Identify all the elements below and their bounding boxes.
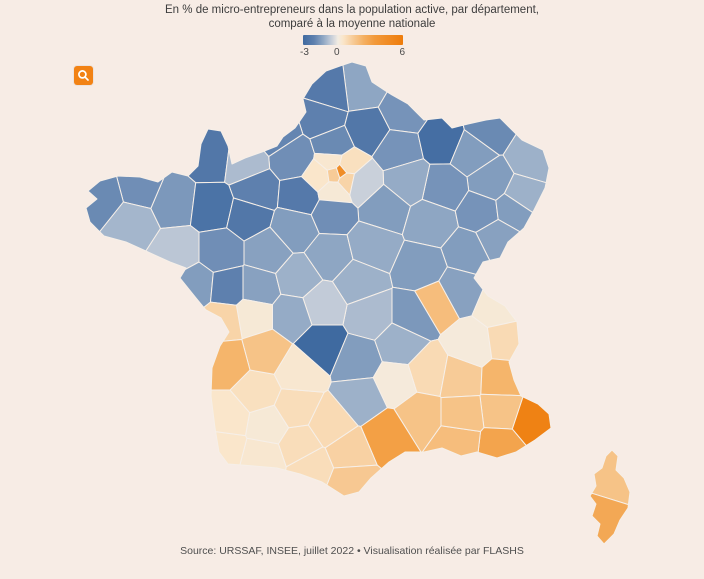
chart-title-line2: comparé à la moyenne nationale [268, 18, 436, 30]
department-cell [273, 343, 332, 393]
department-cell [210, 265, 244, 306]
department-cell [85, 175, 124, 233]
zoom-button[interactable] [74, 66, 93, 85]
department-cell [326, 464, 382, 497]
chart-title-line1: En % de micro-entrepreneurs dans la popu… [165, 4, 539, 16]
department-cell [589, 492, 629, 545]
magnifier-icon [77, 69, 90, 82]
legend-tick-zero: 0 [334, 47, 340, 58]
department-cell [440, 395, 485, 432]
department-cell [203, 301, 243, 342]
source-caption: Source: URSSAF, INSEE, juillet 2022 • Vi… [180, 545, 524, 557]
department-cell [480, 358, 522, 397]
chart-title: En % de micro-entrepreneurs dans la popu… [0, 3, 704, 31]
legend-gradient-bar [303, 35, 403, 45]
department-cell [187, 128, 230, 184]
legend-tick-max: 6 [399, 47, 405, 58]
legend-tick-min: -3 [300, 47, 309, 58]
department-cell [462, 117, 517, 156]
department-cell [210, 339, 251, 391]
department-cell [150, 171, 197, 229]
legend-ticks: -3 0 6 [300, 47, 405, 60]
department-cell [99, 201, 161, 252]
color-legend: -3 0 6 [300, 35, 405, 60]
department-cell [486, 320, 520, 361]
